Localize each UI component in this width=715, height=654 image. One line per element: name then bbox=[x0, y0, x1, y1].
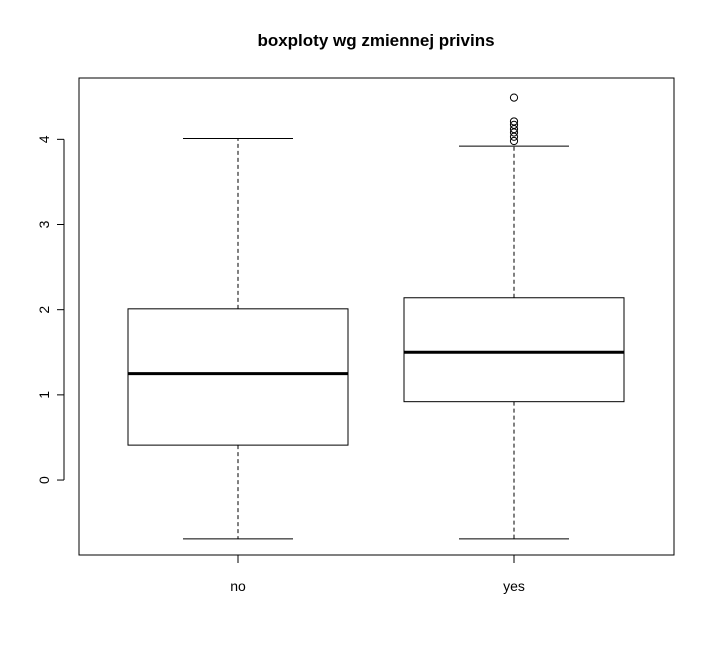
x-tick-label: no bbox=[230, 578, 246, 594]
outlier-point bbox=[509, 132, 519, 141]
y-tick-label: 4 bbox=[36, 135, 52, 143]
outlier-point bbox=[509, 117, 519, 126]
chart-title: boxploty wg zmiennej privins bbox=[257, 31, 494, 50]
outlier-point bbox=[509, 136, 519, 146]
y-tick-label: 2 bbox=[36, 306, 52, 314]
y-tick-label: 1 bbox=[36, 391, 52, 399]
outlier-point bbox=[509, 93, 519, 102]
x-tick-label: yes bbox=[503, 578, 525, 594]
y-tick-label: 3 bbox=[36, 220, 52, 228]
outlier-point bbox=[509, 120, 519, 129]
chart-marks: 0 1 2 3 4 no yes bbox=[36, 93, 625, 594]
y-tick-label: 0 bbox=[36, 476, 52, 484]
box-yes bbox=[403, 297, 625, 403]
box-no bbox=[127, 308, 349, 446]
